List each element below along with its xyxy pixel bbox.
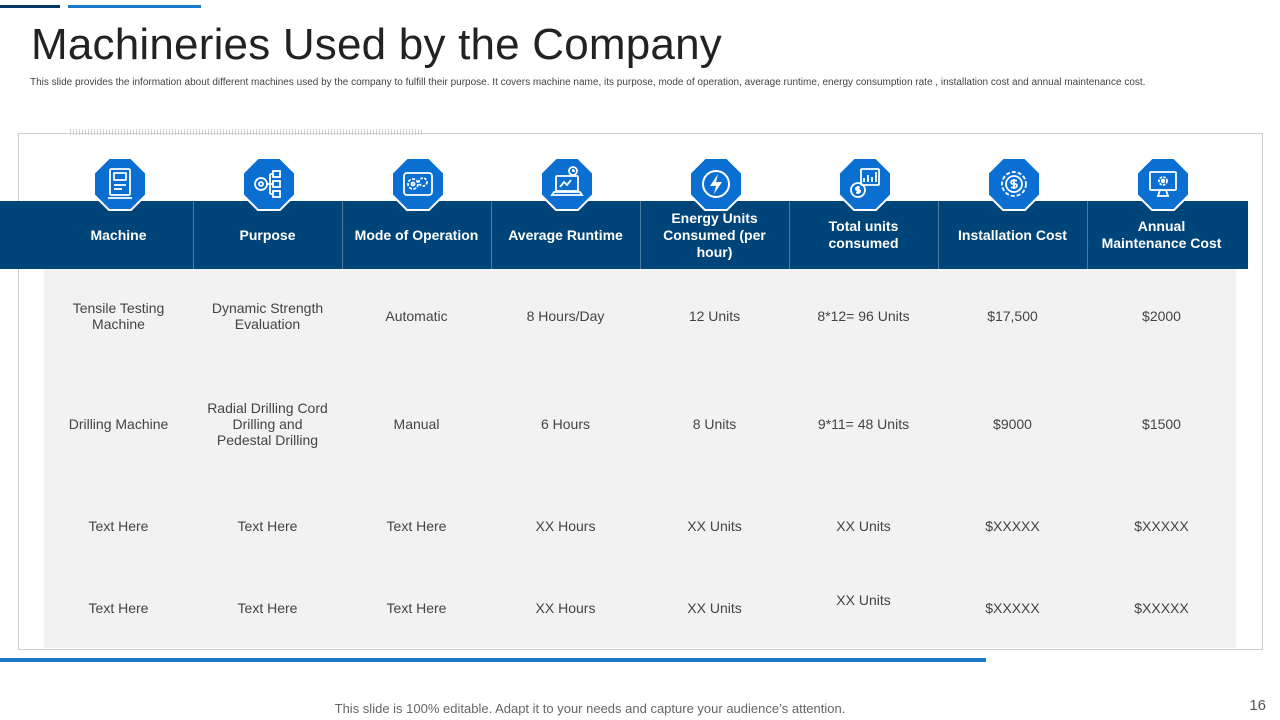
gears-icon	[391, 157, 445, 211]
table-cell: $2000	[1142, 308, 1181, 324]
header-machine: Machine	[90, 226, 147, 243]
table-cell: 9*11= 48 Units	[817, 416, 910, 432]
footer-text: This slide is 100% editable. Adapt it to…	[334, 701, 846, 716]
table-cell: XX Units	[687, 518, 742, 534]
header-energy-units-per-hour: Energy Units Consumed (per hour)	[663, 209, 766, 260]
table-cell: $9000	[993, 416, 1032, 432]
table-cell: 6 Hours	[540, 416, 591, 432]
table-cell: $XXXXX	[985, 600, 1040, 616]
header-divider	[193, 201, 194, 269]
table-cell: Automatic	[385, 308, 448, 324]
top-accent-bar-blue	[68, 5, 201, 8]
header-installation-cost: Installation Cost	[958, 226, 1067, 243]
table-cell: XX Hours	[535, 600, 596, 616]
table-cell: Manual	[393, 416, 440, 432]
table-cell: Radial Drilling Cord Drilling and Pedest…	[207, 400, 328, 448]
table-cell: Text Here	[88, 600, 149, 616]
table-cell: $XXXXX	[985, 518, 1040, 534]
slide-subtitle: This slide provides the information abou…	[30, 77, 1146, 88]
table-cell: XX Units	[687, 600, 742, 616]
header-annual-maintenance-cost: Annual Maintenance Cost	[1101, 218, 1222, 251]
table-cell: $17,500	[987, 308, 1038, 324]
energy-dollar-chart-icon	[838, 157, 892, 211]
table-cell: XX Hours	[535, 518, 596, 534]
header-mode-of-operation: Mode of Operation	[354, 226, 479, 243]
table-cell: 8*12= 96 Units	[817, 308, 910, 324]
table-cell: $XXXXX	[1134, 600, 1189, 616]
table-cell: XX Units	[836, 592, 891, 608]
table-cell: Dynamic Strength Evaluation	[211, 300, 324, 332]
bottom-accent-line	[0, 658, 986, 662]
header-divider	[1087, 201, 1088, 269]
table-cell: Text Here	[88, 518, 149, 534]
table-cell: 8 Units	[692, 416, 737, 432]
top-accent-bar-dark	[0, 5, 60, 8]
lightning-icon	[689, 157, 743, 211]
table-cell: 8 Hours/Day	[526, 308, 605, 324]
laptop-timer-icon	[540, 157, 594, 211]
table-cell: Tensile Testing Machine	[72, 300, 165, 332]
header-average-runtime: Average Runtime	[508, 226, 623, 243]
table-cell: Text Here	[237, 600, 298, 616]
page-number: 16	[1249, 697, 1266, 714]
table-cell: Drilling Machine	[68, 416, 169, 432]
header-divider	[491, 201, 492, 269]
table-cell: XX Units	[836, 518, 891, 534]
table-cell: $XXXXX	[1134, 518, 1189, 534]
machine-icon	[93, 157, 147, 211]
header-divider	[342, 201, 343, 269]
table-cell: $1500	[1142, 416, 1181, 432]
header-divider	[640, 201, 641, 269]
table-cell: Text Here	[386, 600, 447, 616]
header-purpose: Purpose	[239, 226, 296, 243]
header-divider	[789, 201, 790, 269]
table-header-band	[0, 201, 1248, 269]
table-cell: Text Here	[386, 518, 447, 534]
slide-title: Machineries Used by the Company	[31, 20, 722, 69]
footer-note: This slide is 100% editable. Adapt it to…	[0, 701, 1280, 716]
dollar-coin-icon	[987, 157, 1041, 211]
table-body-background	[44, 268, 1236, 648]
table-cell: 12 Units	[688, 308, 741, 324]
header-total-units: Total units consumed	[828, 218, 899, 251]
table-cell: Text Here	[237, 518, 298, 534]
target-flow-icon	[242, 157, 296, 211]
frame-hatch-decoration	[70, 129, 424, 135]
monitor-settings-icon	[1136, 157, 1190, 211]
header-divider	[938, 201, 939, 269]
